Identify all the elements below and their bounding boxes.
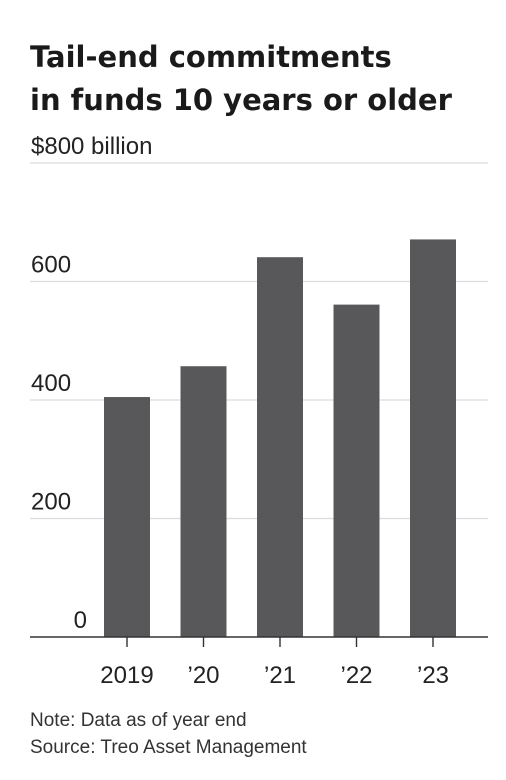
x-tick-label: ’20 — [187, 662, 219, 689]
bar — [180, 366, 227, 637]
chart-title: Tail-end commitments in funds 10 years o… — [30, 36, 490, 122]
chart-source: Source: Treo Asset Management — [30, 737, 307, 758]
y-tick-label: 600 — [31, 252, 71, 279]
chart-note: Note: Data as of year end — [30, 710, 247, 731]
y-tick-label: 0 — [74, 607, 87, 634]
y-tick-label: 400 — [31, 370, 71, 397]
bar — [333, 304, 380, 637]
bar-chart: 0 200 400 600 $800 billion 2019 ’20 ’21 ’22 ’23 — [30, 133, 488, 689]
chart-title-line-1: Tail-end commitments — [30, 40, 392, 74]
bar — [257, 257, 303, 637]
bar — [410, 239, 456, 637]
y-tick-label: 200 — [31, 489, 71, 516]
x-tick-label: ’23 — [417, 662, 449, 689]
y-tick-label: $800 billion — [31, 133, 152, 160]
chart-title-line-2: in funds 10 years or older — [30, 83, 452, 117]
x-tick-label: ’22 — [340, 662, 372, 689]
bar — [104, 397, 150, 637]
x-tick-label: 2019 — [100, 662, 153, 689]
x-tick-label: ’21 — [264, 662, 296, 689]
